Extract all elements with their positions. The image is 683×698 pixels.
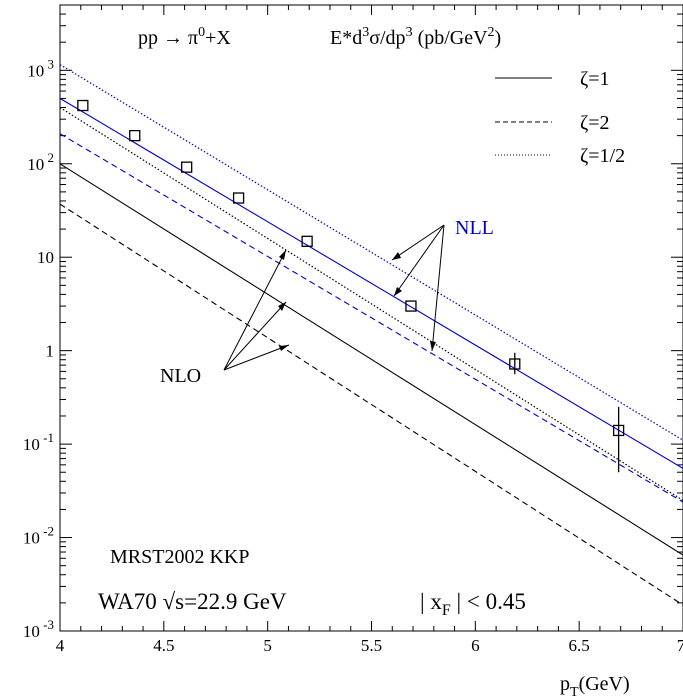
y-tick-label: 10 -3	[23, 617, 54, 641]
curves	[59, 64, 683, 606]
nlo-curve-zeta-1	[59, 163, 683, 556]
y-tick-label: 1	[46, 342, 55, 361]
data-point	[232, 192, 245, 204]
y-tick-label: 10 -2	[23, 524, 54, 548]
data-point	[181, 161, 193, 173]
y-tick-label: 10 2	[27, 150, 54, 174]
nll-curve-zeta-1	[59, 97, 683, 469]
data-point	[612, 424, 625, 437]
nll-arrow-1	[391, 224, 445, 261]
nlo-label: NLO	[160, 365, 201, 387]
y-axis-label: E*d3σ/dp3 (pb/GeV2)	[330, 25, 501, 49]
x-tick-label: 6.5	[569, 636, 590, 655]
x-tick-label: 5	[263, 636, 272, 655]
data-points	[77, 99, 625, 473]
y-tick-label: 10 3	[27, 56, 54, 80]
x-tick-label: 6	[471, 636, 480, 655]
x-tick-label: 5.5	[361, 636, 382, 655]
chart-title: pp → π0+X	[138, 25, 231, 49]
nll-annotation: NLL	[391, 217, 494, 352]
nlo-arrow-1	[223, 249, 287, 371]
legend-label-zeta-2: ζ=2	[580, 112, 610, 134]
nll-arrowhead-2	[394, 287, 402, 296]
cut-annotation: | xF | < 0.45	[420, 589, 526, 619]
nll-arrow-2	[393, 224, 445, 297]
model-annotation: MRST2002 KKP	[110, 546, 249, 568]
y-tick-label: 10 -1	[23, 430, 54, 454]
nll-curve-zeta-half	[59, 64, 683, 441]
nlo-annotation: NLO	[160, 249, 290, 387]
experiment-annotation: WA70 √s=22.9 GeV	[98, 589, 287, 614]
nlo-arrowhead-2	[278, 302, 286, 311]
nlo-arrowhead-3	[279, 345, 289, 351]
x-tick-label: 7	[677, 636, 683, 655]
data-point	[129, 129, 141, 142]
legend-label-zeta-half: ζ=1/2	[580, 145, 625, 167]
nlo-arrow-3	[223, 344, 290, 371]
legend-label-zeta-1: ζ=1	[580, 68, 610, 90]
data-point	[509, 358, 521, 370]
nlo-curve-zeta-2	[59, 203, 683, 606]
y-tick-label: 10	[37, 248, 54, 267]
x-tick-label: 4	[56, 636, 65, 655]
nll-label: NLL	[455, 217, 494, 239]
nll-curve-zeta-2	[59, 133, 683, 503]
x-axis-label: pT(GeV)	[560, 673, 630, 698]
data-point	[405, 300, 417, 312]
nlo-arrow-2	[223, 301, 287, 371]
nlo-curve-zeta-half	[59, 106, 683, 501]
legend: ζ=1 ζ=2 ζ=1/2	[495, 68, 625, 167]
nll-arrowhead-1	[392, 252, 401, 260]
x-tick-label: 4.5	[153, 636, 174, 655]
nlo-arrowhead-1	[279, 250, 286, 260]
data-point	[77, 99, 89, 112]
nll-arrow-3	[431, 224, 445, 352]
data-point	[301, 235, 313, 247]
nll-arrowhead-3	[430, 341, 436, 351]
